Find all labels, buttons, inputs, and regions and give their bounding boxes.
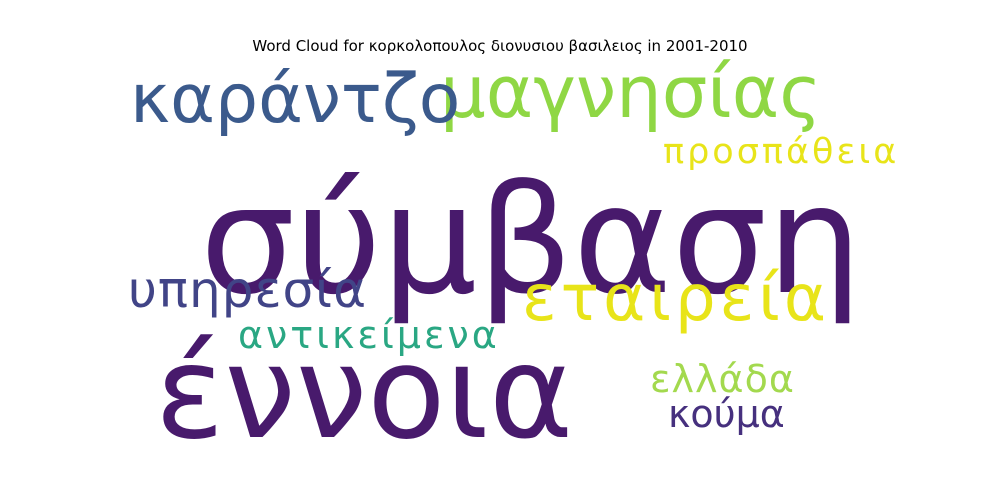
chart-title: Word Cloud for κορκολοπουλος διονυσιου β… <box>252 37 748 55</box>
word-8: ελλάδα <box>650 357 795 401</box>
word-3: μαγνησίας <box>440 50 821 134</box>
word-1: σύμβαση <box>200 154 862 328</box>
word-2: έννοια <box>155 319 573 468</box>
word-10: προσπάθεια <box>663 132 899 172</box>
word-4: καράντζο <box>130 60 460 139</box>
word-5: εταιρεία <box>522 262 830 336</box>
word-7: αντικείμενα <box>238 313 500 357</box>
word-6: υπηρεσία <box>128 261 367 319</box>
word-9: κούμα <box>668 392 785 436</box>
